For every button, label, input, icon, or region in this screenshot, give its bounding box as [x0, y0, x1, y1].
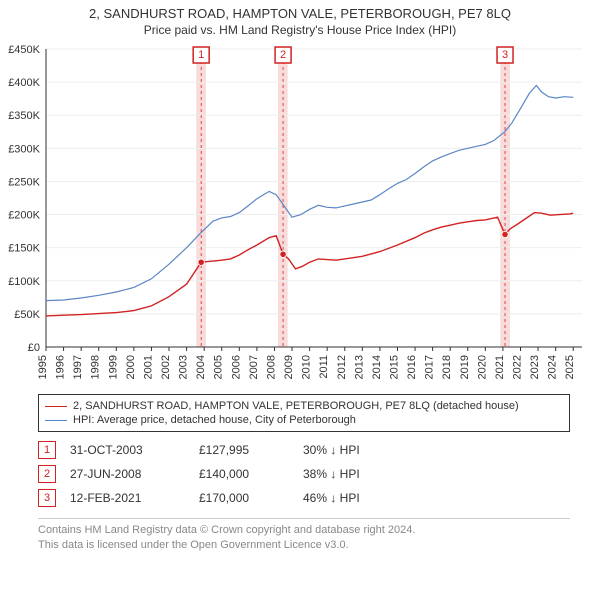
svg-text:2021: 2021 [494, 355, 506, 379]
svg-text:1999: 1999 [107, 355, 119, 379]
legend-row: HPI: Average price, detached house, City… [45, 413, 563, 427]
svg-text:2009: 2009 [283, 355, 295, 379]
svg-text:1998: 1998 [90, 355, 102, 379]
svg-text:2017: 2017 [424, 355, 436, 379]
legend-label: HPI: Average price, detached house, City… [73, 414, 356, 426]
svg-text:£200K: £200K [8, 210, 40, 222]
event-row: 1 31-OCT-2003 £127,995 30% ↓ HPI [38, 438, 570, 462]
svg-text:2020: 2020 [476, 355, 488, 379]
svg-text:2024: 2024 [547, 355, 559, 379]
legend: 2, SANDHURST ROAD, HAMPTON VALE, PETERBO… [38, 394, 570, 432]
svg-text:2005: 2005 [213, 355, 225, 379]
svg-text:2016: 2016 [406, 355, 418, 379]
legend-label: 2, SANDHURST ROAD, HAMPTON VALE, PETERBO… [73, 400, 519, 412]
event-date: 31-OCT-2003 [70, 443, 185, 457]
event-delta: 38% ↓ HPI [303, 467, 360, 481]
event-delta: 46% ↓ HPI [303, 491, 360, 505]
event-row: 2 27-JUN-2008 £140,000 38% ↓ HPI [38, 462, 570, 486]
svg-text:£50K: £50K [14, 309, 40, 321]
svg-text:2014: 2014 [371, 355, 383, 379]
svg-text:£150K: £150K [8, 243, 40, 255]
svg-text:£450K: £450K [8, 44, 40, 56]
svg-text:2002: 2002 [160, 355, 172, 379]
event-table: 1 31-OCT-2003 £127,995 30% ↓ HPI 2 27-JUN-200… [38, 438, 570, 510]
svg-text:2003: 2003 [178, 355, 190, 379]
event-badge: 2 [38, 465, 56, 483]
event-price: £127,995 [199, 443, 289, 457]
svg-text:2008: 2008 [265, 355, 277, 379]
footer-line-1: Contains HM Land Registry data © Crown c… [38, 523, 570, 538]
svg-text:2019: 2019 [459, 355, 471, 379]
event-price: £140,000 [199, 467, 289, 481]
legend-row: 2, SANDHURST ROAD, HAMPTON VALE, PETERBO… [45, 399, 563, 413]
svg-text:2004: 2004 [195, 355, 207, 379]
event-badge: 1 [38, 441, 56, 459]
event-date: 12-FEB-2021 [70, 491, 185, 505]
svg-text:2015: 2015 [388, 355, 400, 379]
svg-text:1997: 1997 [72, 355, 84, 379]
page-title: 2, SANDHURST ROAD, HAMPTON VALE, PETERBO… [0, 6, 600, 21]
svg-text:2: 2 [280, 49, 286, 61]
event-delta: 30% ↓ HPI [303, 443, 360, 457]
svg-text:2007: 2007 [248, 355, 260, 379]
attribution-footer: Contains HM Land Registry data © Crown c… [38, 518, 570, 558]
svg-text:2025: 2025 [564, 355, 576, 379]
svg-text:2000: 2000 [125, 355, 137, 379]
event-price: £170,000 [199, 491, 289, 505]
svg-text:2018: 2018 [441, 355, 453, 379]
svg-text:£350K: £350K [8, 110, 40, 122]
svg-text:2023: 2023 [529, 355, 541, 379]
svg-text:£300K: £300K [8, 143, 40, 155]
svg-text:£250K: £250K [8, 176, 40, 188]
svg-text:2010: 2010 [301, 355, 313, 379]
svg-text:2013: 2013 [353, 355, 365, 379]
chart-container: £0 £50K £100K £150K £200K £250K £300K £350K £400… [0, 41, 600, 386]
price-chart: £0 £50K £100K £150K £200K £250K £300K £350K £400… [0, 41, 600, 381]
event-row: 3 12-FEB-2021 £170,000 46% ↓ HPI [38, 486, 570, 510]
svg-text:2022: 2022 [511, 355, 523, 379]
svg-text:£400K: £400K [8, 77, 40, 89]
svg-text:£100K: £100K [8, 276, 40, 288]
legend-swatch [45, 406, 67, 407]
footer-line-2: This data is licensed under the Open Gov… [38, 538, 570, 553]
svg-text:2011: 2011 [318, 355, 330, 379]
svg-text:1: 1 [198, 49, 204, 61]
event-date: 27-JUN-2008 [70, 467, 185, 481]
svg-text:1995: 1995 [37, 355, 49, 379]
svg-text:3: 3 [502, 49, 508, 61]
legend-swatch [45, 420, 67, 421]
svg-text:2006: 2006 [230, 355, 242, 379]
page-subtitle: Price paid vs. HM Land Registry's House … [0, 23, 600, 37]
event-badge: 3 [38, 489, 56, 507]
svg-text:2012: 2012 [336, 355, 348, 379]
svg-text:2001: 2001 [142, 355, 154, 379]
svg-text:1996: 1996 [55, 355, 67, 379]
svg-text:£0: £0 [28, 342, 40, 354]
